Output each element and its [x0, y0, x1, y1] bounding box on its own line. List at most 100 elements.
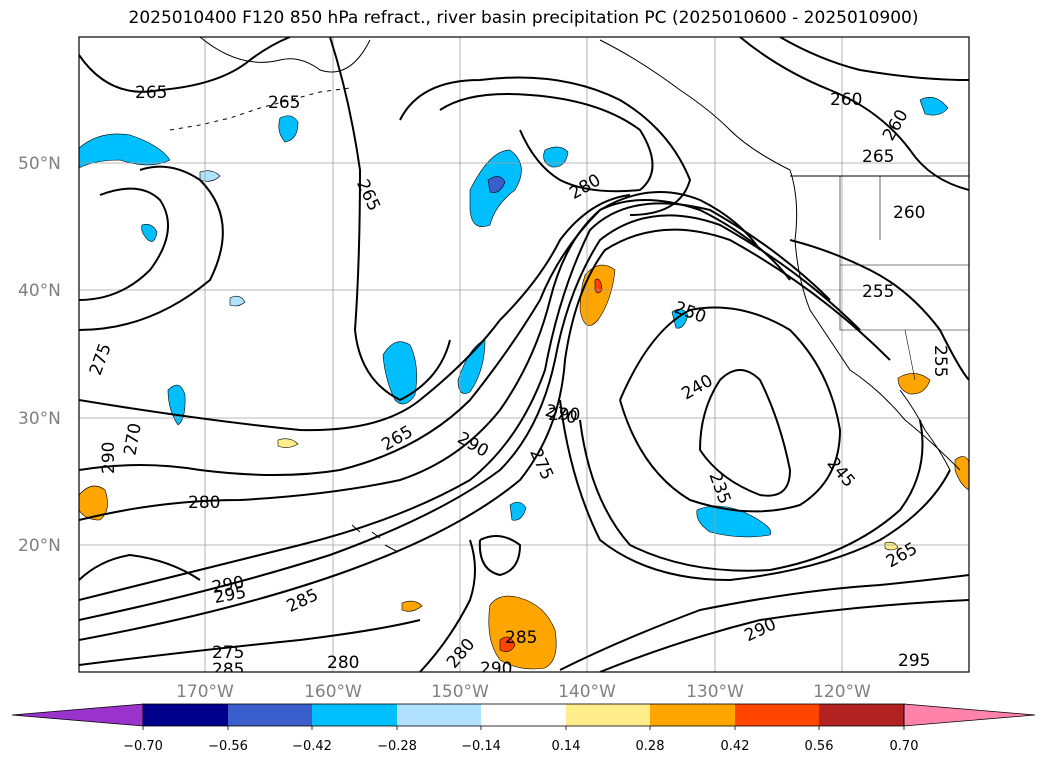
colorbar-tick-label: −0.42	[292, 739, 332, 754]
lon-label: 120°W	[813, 682, 871, 702]
us-state-lines	[839, 176, 969, 381]
colorbar-tick-label: 0.42	[721, 739, 750, 754]
contour-line	[79, 228, 891, 641]
colorbar-tick-label: −0.28	[377, 739, 417, 754]
contour-label: 265	[862, 147, 894, 167]
contour-line	[329, 37, 451, 402]
contour-line	[399, 76, 692, 216]
colorbar-tick-label: −0.56	[208, 739, 248, 754]
contour-label: 265	[135, 83, 167, 103]
lon-label: 150°W	[431, 682, 489, 702]
colorbar-tick-label: 0.56	[805, 739, 834, 754]
colorbar-segment	[819, 704, 904, 726]
colorbar-tick-label: −0.14	[461, 739, 501, 754]
longitude-labels: 170°W 160°W 150°W 140°W 130°W 120°W	[176, 682, 871, 702]
contour-label: 255	[862, 282, 894, 302]
colorbar-tick-label: 0.14	[552, 739, 581, 754]
colorbar-extend-high	[903, 703, 1036, 727]
contour-line	[79, 191, 761, 476]
colorbar-segment	[566, 704, 650, 726]
colorbar-segment	[143, 704, 228, 726]
shade-patch-positive	[277, 438, 299, 448]
contour-label: 285	[212, 660, 244, 680]
shade-patch-positive	[884, 541, 899, 551]
contour-label: 280	[327, 653, 359, 673]
contours	[79, 37, 969, 672]
contour-line	[478, 535, 522, 577]
contour-line	[79, 165, 224, 331]
shade-patch-negative	[79, 133, 171, 169]
contour-label: 260	[893, 203, 925, 223]
shade-patch-positive	[79, 485, 108, 521]
shade-patch-negative	[919, 97, 949, 116]
contour-line	[619, 306, 842, 513]
latitude-labels: 50°N 40°N 30°N 20°N	[18, 154, 61, 556]
colorbar: −0.70 −0.56 −0.42 −0.28 −0.14 0.14 0.28 …	[11, 703, 1036, 754]
colorbar-extend-low	[11, 703, 144, 727]
contour-line	[79, 214, 861, 621]
shade-patch-negative	[141, 224, 158, 242]
colorbar-segment	[735, 704, 819, 726]
map-title: 2025010400 F120 850 hPa refract., river …	[128, 8, 919, 28]
contour-label: 255	[930, 345, 950, 377]
colorbar-frame	[142, 703, 905, 727]
colorbar-segment	[650, 704, 735, 726]
shade-patch-positive	[897, 373, 931, 395]
contour-line	[79, 37, 291, 93]
baja-coast	[899, 389, 951, 471]
contour-line	[79, 194, 631, 432]
map-frame	[78, 36, 970, 673]
shade-patch-negative	[543, 146, 569, 168]
lat-label: 40°N	[18, 281, 61, 301]
lon-label: 170°W	[176, 682, 234, 702]
colorbar-segment	[228, 704, 312, 726]
na-west-coast	[789, 169, 961, 471]
shade-patch-negative	[382, 341, 417, 405]
contour-label: 290	[480, 659, 512, 679]
contour-line	[79, 202, 831, 601]
alaska-panhandle-coast	[599, 39, 791, 171]
contour-line	[739, 37, 969, 191]
map-background	[79, 37, 969, 672]
contour-label: 290	[548, 405, 580, 425]
shade-patch-negative	[278, 115, 299, 143]
shade-patch-strong-negative	[487, 176, 506, 193]
shade-patch-strong-positive	[499, 636, 516, 652]
contour-label: 280	[188, 493, 220, 513]
contour-line	[79, 187, 169, 301]
lat-label: 30°N	[18, 409, 61, 429]
colorbar-segment	[397, 704, 481, 726]
colorbar-tick-label: 0.28	[636, 739, 665, 754]
alaska-coast	[199, 37, 371, 73]
shade-patch-negative	[509, 501, 527, 521]
lon-label: 140°W	[558, 682, 616, 702]
contour-line	[779, 37, 969, 81]
shading-layer	[79, 97, 969, 670]
contour-line	[579, 419, 924, 572]
colorbar-tick-label: 0.70	[890, 739, 919, 754]
shade-patch-negative	[229, 295, 246, 307]
contour-line	[599, 599, 969, 672]
contour-line	[559, 574, 969, 671]
colorbar-segment	[312, 704, 397, 726]
contour-line	[419, 539, 476, 672]
lon-label: 130°W	[686, 682, 744, 702]
contour-label: 295	[898, 651, 930, 671]
lat-label: 20°N	[18, 536, 61, 556]
colorbar-tick-label: −0.70	[123, 739, 163, 754]
lat-label: 50°N	[18, 154, 61, 174]
contour-line	[79, 553, 201, 581]
colorbar-segment	[481, 704, 566, 726]
contour-line	[559, 399, 951, 582]
map-panel: 265 265 265 260 260 265 260 280 255 255 …	[79, 37, 969, 680]
shade-patch-positive	[954, 456, 969, 491]
contour-label: 285	[505, 628, 537, 648]
contour-line	[439, 93, 654, 193]
aleutian-islands	[169, 87, 351, 131]
shade-patch-positive	[401, 600, 423, 612]
contour-label: 260	[830, 90, 862, 110]
contour-label: 275	[212, 643, 244, 663]
contour-line	[79, 619, 421, 666]
contour-line	[699, 369, 792, 497]
